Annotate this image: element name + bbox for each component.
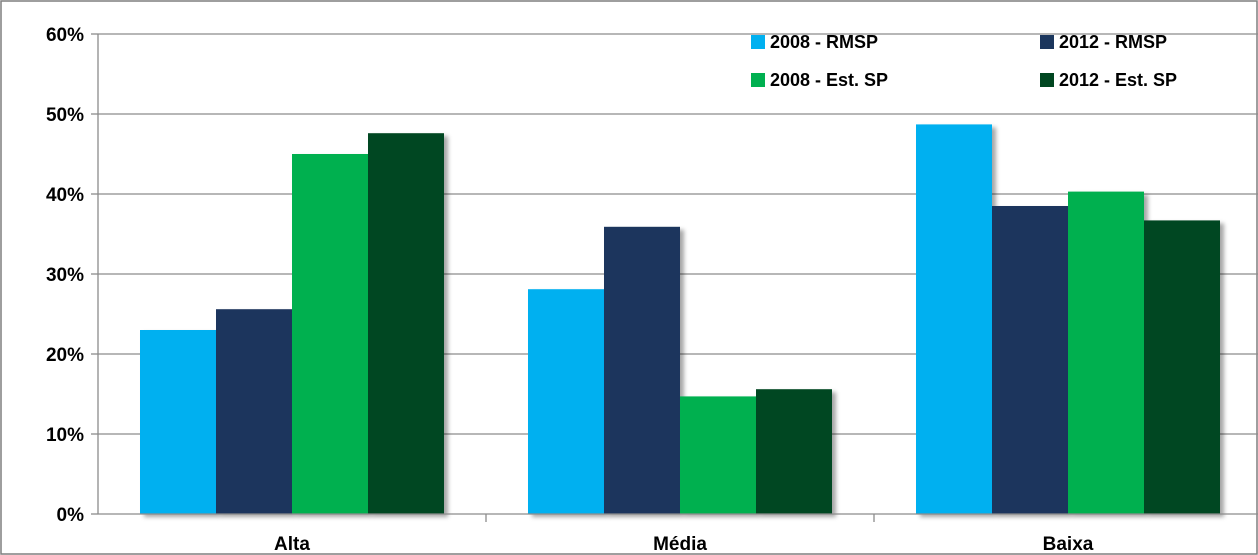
bar bbox=[756, 389, 832, 514]
bar bbox=[368, 133, 444, 514]
x-category-label: Média bbox=[653, 534, 707, 555]
y-tick-label: 50% bbox=[46, 105, 84, 126]
bar bbox=[292, 154, 368, 514]
y-tick-label: 60% bbox=[46, 25, 84, 46]
x-category-label: Baixa bbox=[1043, 534, 1094, 555]
y-tick-label: 40% bbox=[46, 185, 84, 206]
bar bbox=[604, 226, 680, 515]
bar bbox=[216, 309, 292, 514]
legend-label: 2008 - Est. SP bbox=[770, 70, 888, 90]
bars bbox=[140, 124, 1220, 515]
bar bbox=[1068, 191, 1144, 514]
bar bbox=[680, 396, 756, 514]
y-tick-label: 30% bbox=[46, 265, 84, 286]
axes: 0% 10% 20% 30% 40% 50% 60% Alta Média Baixa bbox=[46, 25, 1258, 555]
bar bbox=[916, 124, 992, 515]
legend-label: 2008 - RMSP bbox=[770, 32, 878, 52]
legend-label: 2012 - Est. SP bbox=[1059, 70, 1177, 90]
bar bbox=[992, 206, 1068, 514]
legend: 2008 - RMSP 2012 - RMSP 2008 - Est. SP 2012… bbox=[751, 32, 1177, 90]
bar bbox=[528, 289, 604, 514]
y-tick-label: 10% bbox=[46, 425, 84, 446]
legend-label: 2012 - RMSP bbox=[1059, 32, 1167, 52]
bar bbox=[1144, 220, 1220, 514]
legend-swatch bbox=[1040, 73, 1054, 87]
x-category-label: Alta bbox=[274, 534, 310, 555]
legend-swatch bbox=[1040, 35, 1054, 49]
legend-swatch bbox=[751, 35, 765, 49]
legend-swatch bbox=[751, 73, 765, 87]
bar bbox=[140, 330, 216, 514]
y-tick-label: 20% bbox=[46, 345, 84, 366]
y-tick-label: 0% bbox=[57, 505, 85, 526]
